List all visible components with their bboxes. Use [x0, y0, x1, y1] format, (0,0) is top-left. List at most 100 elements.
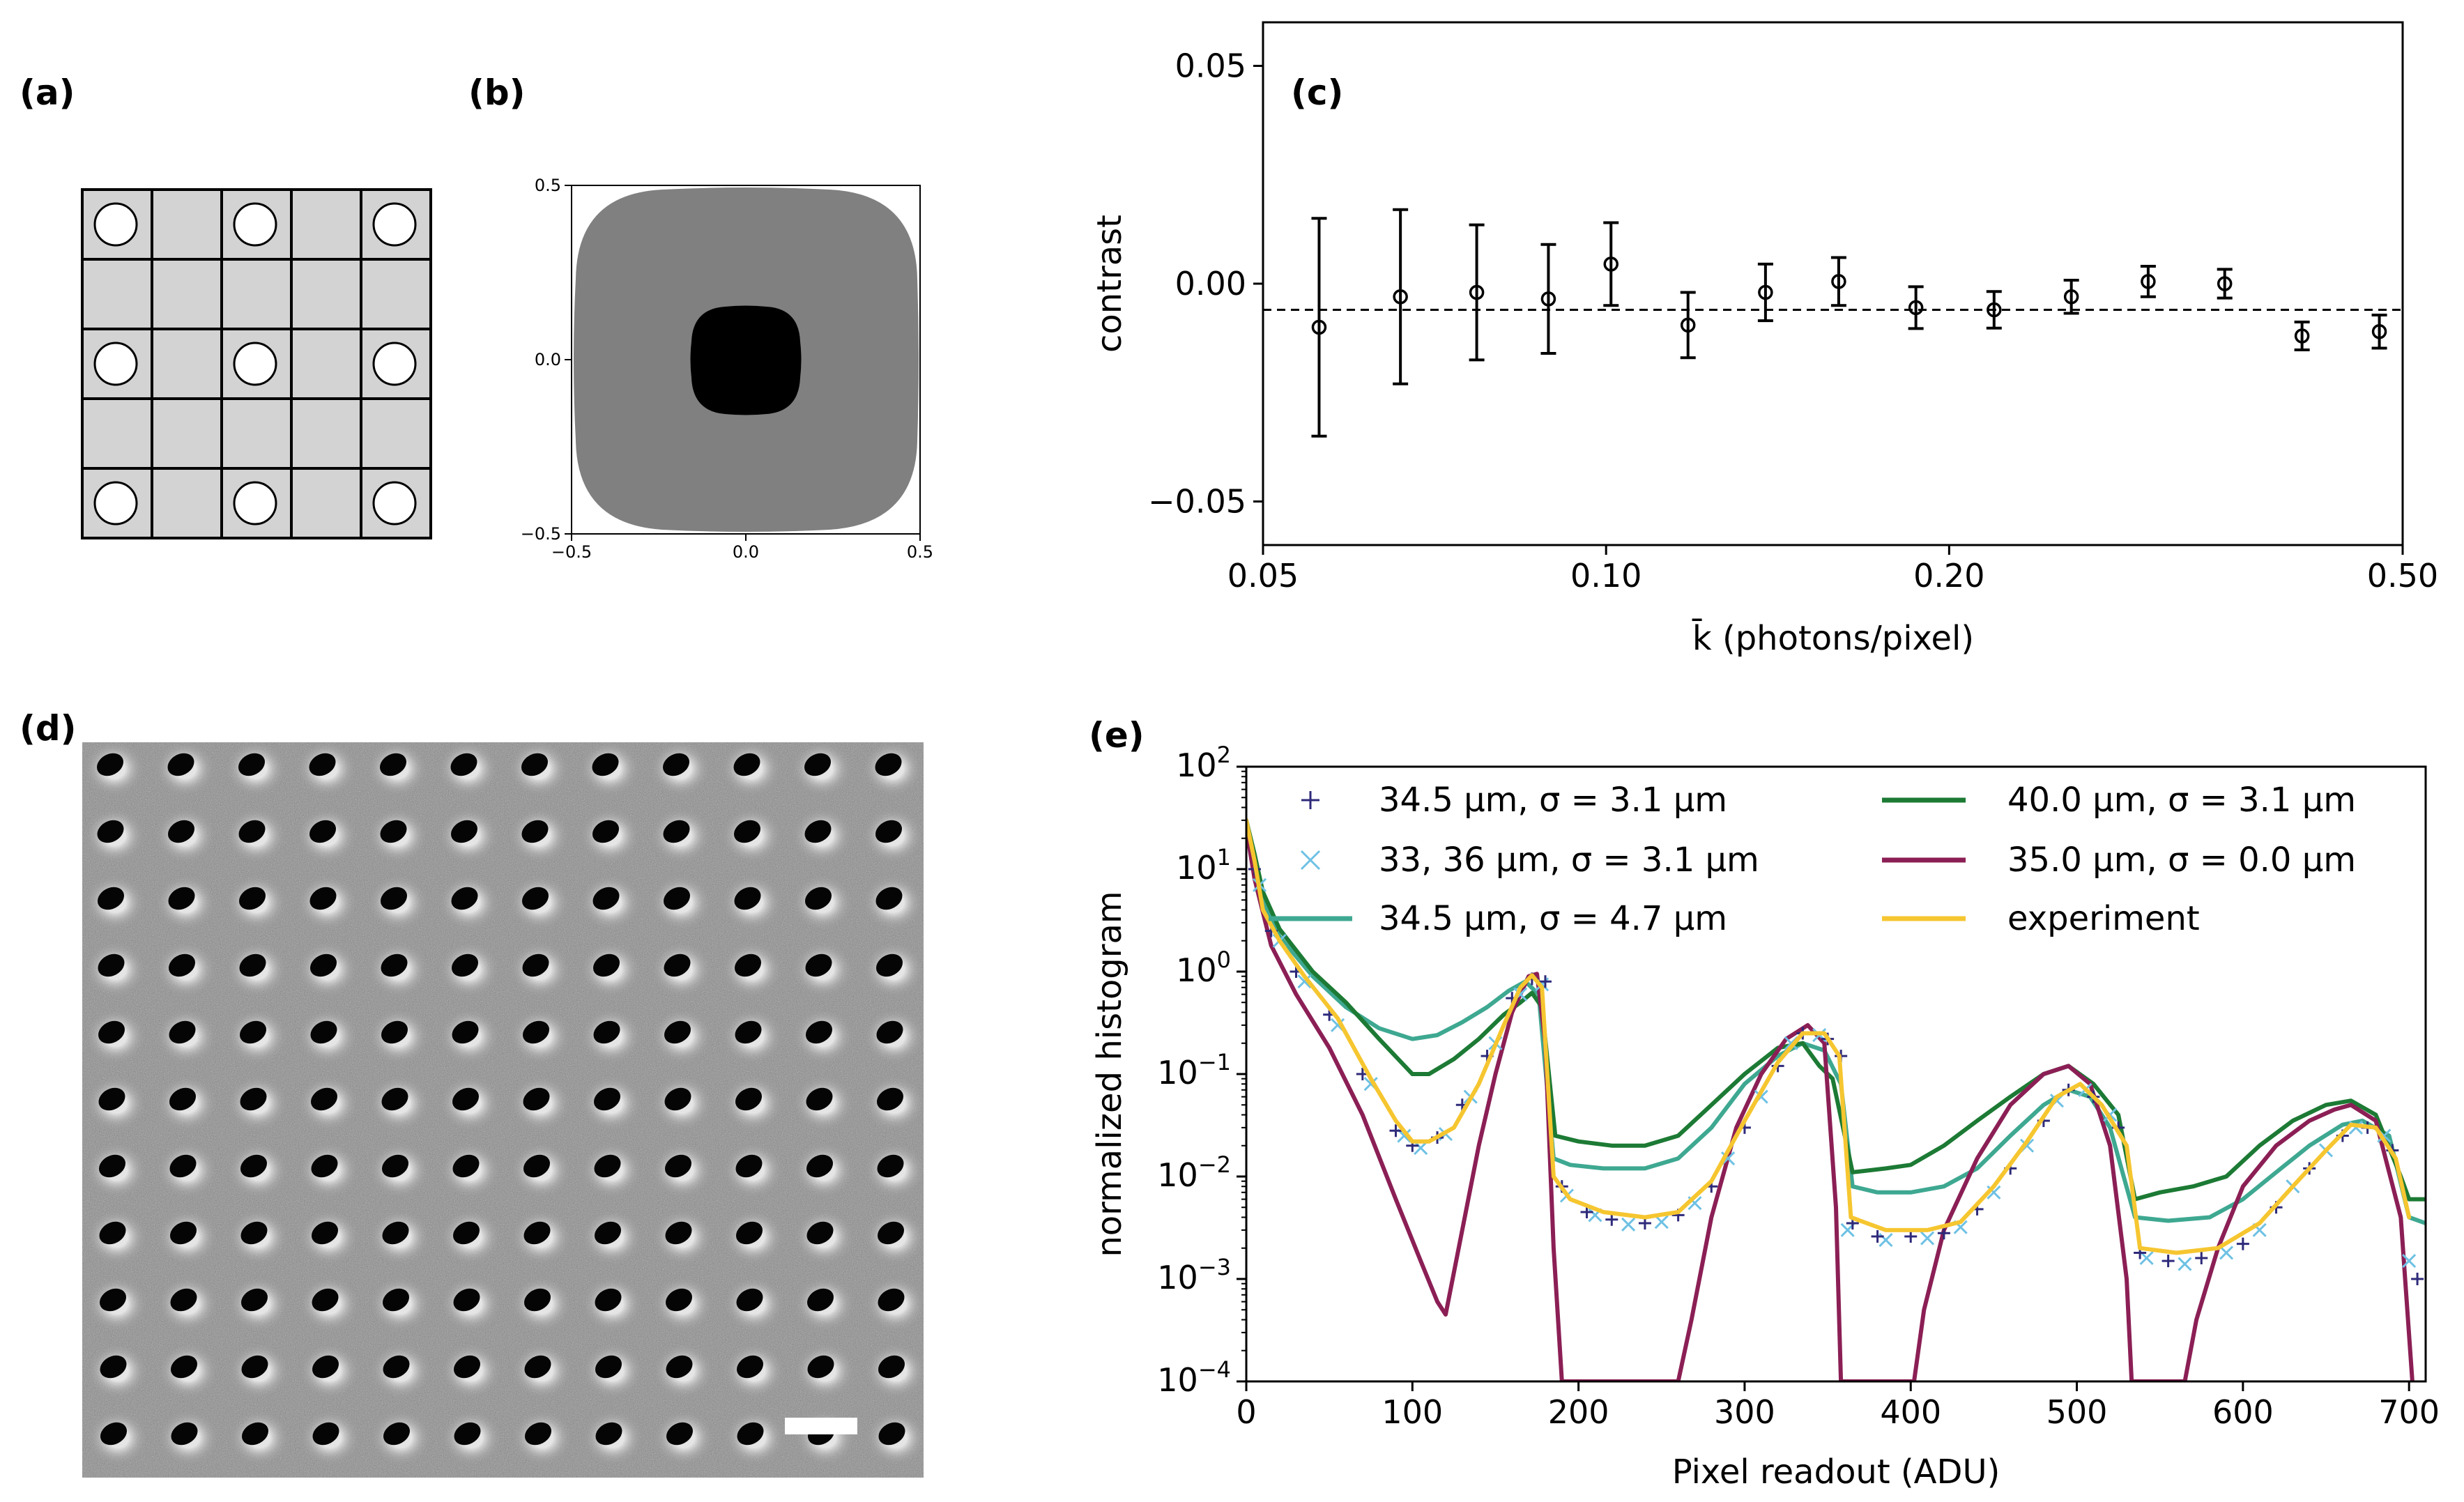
panel-label-c: (c) — [1291, 72, 1343, 113]
pinhole — [521, 753, 549, 776]
pinhole — [240, 1221, 268, 1245]
pinhole — [312, 1422, 339, 1446]
histogram-axes: 0 100 200 300 400 500 600 700 102 101 100 10−1 10−2 1… — [1157, 742, 2440, 1431]
region-ytick-label: 0.0 — [535, 350, 561, 369]
pinhole-array — [84, 742, 924, 1466]
y-tick-label: 10−1 — [1157, 1049, 1231, 1091]
grid-cell — [290, 188, 362, 261]
pinhole — [593, 1087, 621, 1111]
pinhole — [241, 1422, 269, 1446]
pinhole — [383, 1422, 411, 1446]
contrast-xlabel: k̄ (photons/pixel) — [1692, 618, 1974, 658]
pinhole — [453, 1355, 481, 1379]
region-plot-ticks — [565, 185, 921, 541]
series-marker-cross — [2377, 1128, 2392, 1143]
data-point — [1758, 284, 1773, 300]
series-marker-cross — [2402, 1254, 2417, 1269]
pinhole — [380, 887, 408, 910]
pinhole — [309, 820, 337, 843]
y-tick-label: 100 — [1176, 947, 1231, 989]
pinhole — [167, 753, 194, 776]
pinhole — [662, 753, 690, 776]
pinhole — [240, 1087, 267, 1111]
pinhole — [733, 753, 760, 776]
pinhole — [593, 1020, 620, 1044]
pinhole — [450, 820, 478, 843]
pinhole — [878, 1288, 905, 1312]
grid-cell — [151, 397, 223, 470]
pinhole — [169, 1087, 197, 1111]
grid-hole — [93, 202, 138, 247]
x-tick-label: 200 — [1548, 1393, 1609, 1431]
grid-hole — [372, 202, 417, 247]
pinhole — [806, 1221, 834, 1245]
y-tick-label: 0.05 — [1175, 47, 1246, 85]
pinhole — [735, 1087, 763, 1111]
pinhole — [381, 1087, 408, 1111]
legend-label: 33, 36 μm, σ = 3.1 μm — [1379, 841, 1759, 880]
pinhole — [240, 1288, 268, 1312]
grid-hole — [233, 202, 277, 247]
data-point — [1469, 284, 1485, 300]
pinhole — [524, 1355, 551, 1379]
pinhole — [452, 1087, 480, 1111]
pinhole — [592, 753, 619, 776]
data-point — [2141, 274, 2156, 289]
pinhole — [98, 953, 125, 977]
pinhole — [170, 1355, 198, 1379]
series-marker-cross — [2178, 1257, 2192, 1271]
grid-hole — [93, 342, 138, 386]
pinhole — [735, 1154, 763, 1178]
pinhole — [594, 1221, 622, 1245]
grid-cell — [151, 328, 223, 400]
region-xtick-label: −0.5 — [551, 542, 592, 562]
grid-hole — [93, 481, 138, 526]
series-marker-cross — [2139, 1250, 2154, 1266]
pinhole — [522, 1020, 550, 1044]
series-marker-cross — [1363, 1077, 1378, 1091]
legend-swatch — [1300, 850, 1321, 871]
pinhole — [100, 1355, 127, 1379]
pinhole — [876, 1087, 904, 1111]
pinhole — [876, 1020, 903, 1044]
data-point — [1987, 302, 2002, 318]
panel-label-a: (a) — [20, 72, 75, 113]
y-tick-label: 102 — [1176, 742, 1231, 784]
pinhole — [523, 1221, 551, 1245]
pinhole — [169, 1221, 197, 1245]
grid-hole — [372, 481, 417, 526]
pinhole — [454, 1422, 481, 1446]
data-point — [2063, 289, 2079, 305]
grid-cell — [151, 467, 223, 539]
pinhole — [878, 1355, 905, 1379]
pinhole — [311, 1221, 339, 1245]
series-marker-cross — [1920, 1231, 1935, 1246]
pinhole — [805, 1020, 833, 1044]
pinhole — [381, 1154, 409, 1178]
pinhole — [99, 1221, 126, 1245]
pinhole — [98, 1020, 125, 1044]
data-point — [1393, 289, 1408, 305]
grid-cell — [290, 258, 362, 330]
grid-cell — [290, 328, 362, 400]
pinhole — [380, 820, 407, 843]
pinhole — [734, 953, 762, 977]
pinhole — [97, 820, 124, 843]
pinhole — [875, 953, 903, 977]
series-marker-cross — [1331, 1018, 1345, 1032]
pinhole — [524, 1422, 552, 1446]
histogram-xlabel: Pixel readout (ADU) — [1672, 1453, 2000, 1492]
legend-label: 40.0 μm, σ = 3.1 μm — [2007, 781, 2356, 820]
x-tick-label: 0 — [1236, 1393, 1256, 1431]
scale-bar — [785, 1418, 857, 1434]
panel-label-e: (e) — [1089, 715, 1145, 756]
pinhole — [806, 1087, 833, 1111]
pinhole — [97, 887, 125, 910]
series-marker-cross — [1654, 1215, 1669, 1229]
grid-hole — [233, 342, 277, 386]
pinhole — [310, 1087, 338, 1111]
pinhole — [311, 1154, 338, 1178]
grid-cell — [290, 467, 362, 539]
x-tick-label: 100 — [1382, 1393, 1443, 1431]
